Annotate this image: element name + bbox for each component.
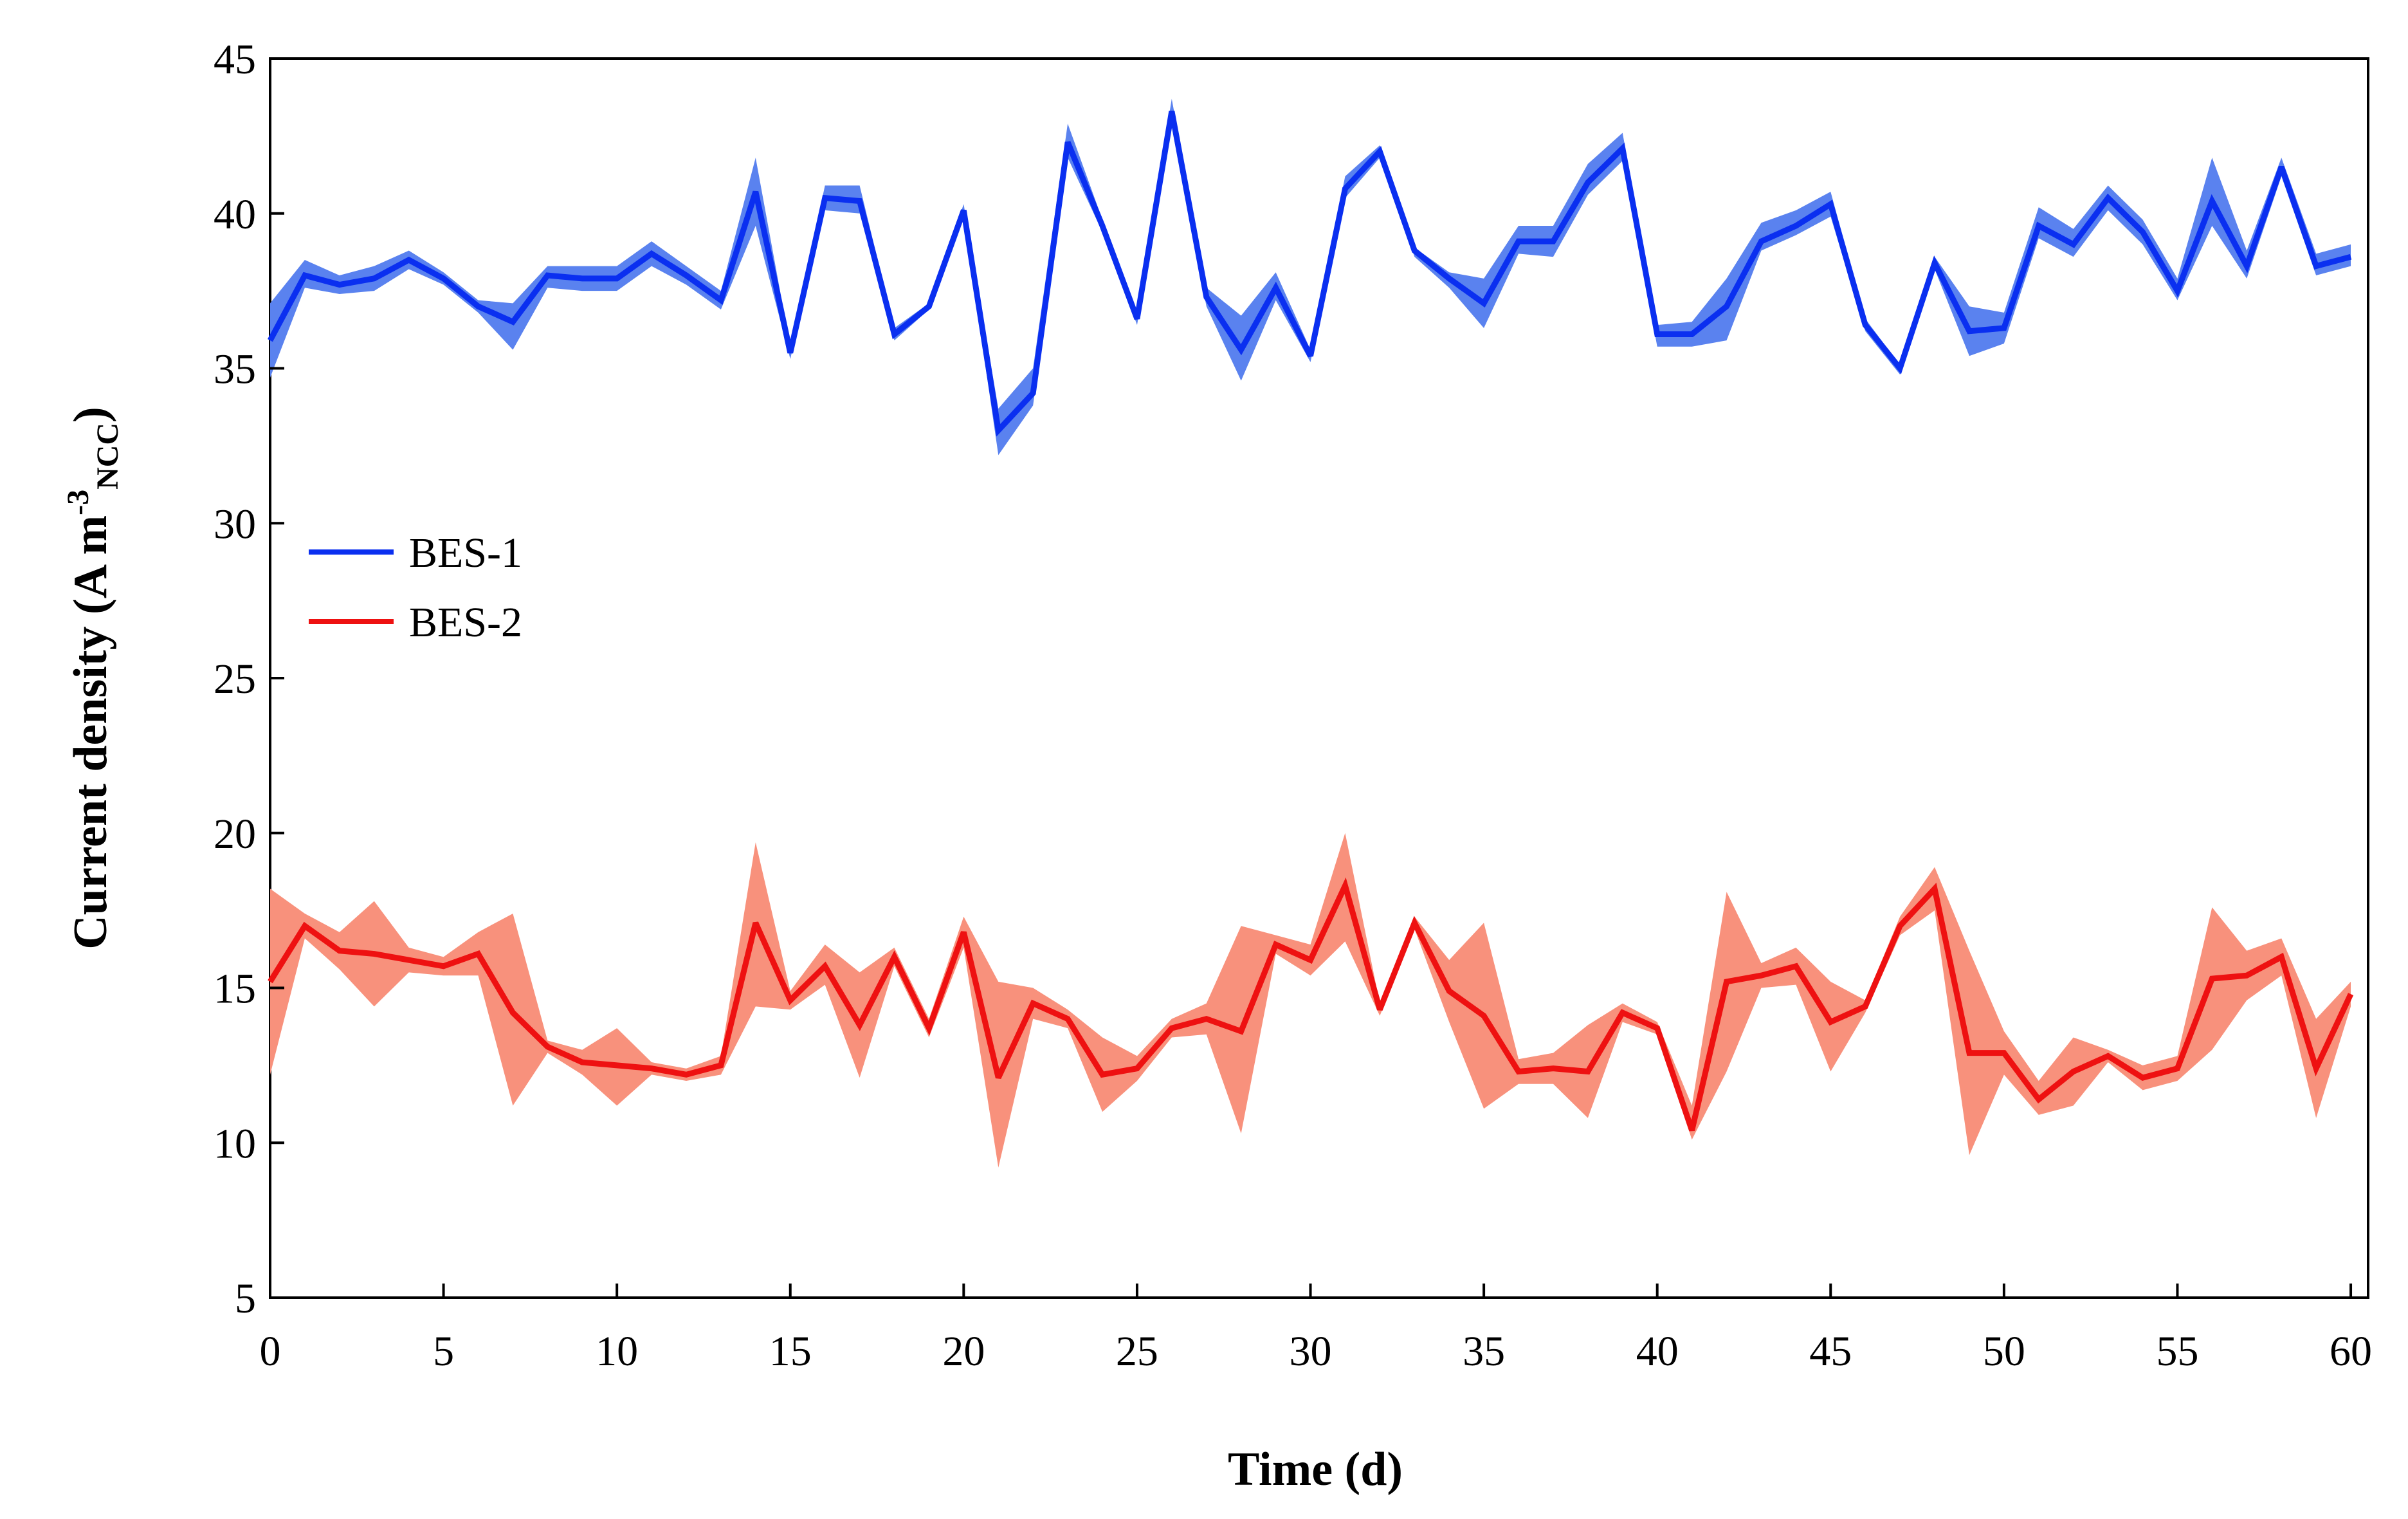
- x-tick-label: 60: [2330, 1328, 2372, 1375]
- y-tick-label: 15: [214, 966, 256, 1013]
- y-tick-label: 10: [214, 1120, 256, 1167]
- line-bes-1: [268, 111, 2352, 437]
- y-tick-label: 5: [235, 1275, 256, 1322]
- x-tick-label: 30: [1290, 1328, 1332, 1375]
- x-tick-label: 10: [596, 1328, 638, 1375]
- x-tick-label: 45: [1809, 1328, 1852, 1375]
- x-tick-label: 40: [1636, 1328, 1679, 1375]
- x-tick-label: 25: [1116, 1328, 1158, 1375]
- y-tick-label: 25: [214, 656, 256, 703]
- legend-label-bes-2: BES-2: [409, 599, 522, 646]
- error-bands: [270, 98, 2351, 1168]
- y-axis-title-close: ): [64, 407, 117, 423]
- x-tick-label: 5: [433, 1328, 454, 1375]
- y-axis-title-sup: -3: [61, 490, 95, 515]
- x-tick-label: 55: [2156, 1328, 2198, 1375]
- x-tick-label: 35: [1463, 1328, 1505, 1375]
- legend: BES-1 BES-2: [309, 529, 522, 646]
- y-tick-label: 35: [214, 346, 256, 393]
- x-axis-ticks: 0 5 10 15 20 25 30 35 40 45 50 55 60: [260, 1284, 2372, 1375]
- legend-label-bes-1: BES-1: [409, 529, 522, 576]
- series-lines: [268, 111, 2354, 1132]
- y-axis-title-main: Current density (A m: [64, 515, 117, 950]
- x-tick-label: 15: [769, 1328, 812, 1375]
- x-axis-title: Time (d): [1228, 1443, 1403, 1496]
- x-tick-label: 20: [942, 1328, 985, 1375]
- plot-area: 0 5 10 15 20 25 30 35 40 45 50 55 60 510152025303540…: [214, 36, 2372, 1375]
- band-bes-2: [270, 833, 2351, 1168]
- line-bes-2: [268, 877, 2354, 1132]
- y-axis-title-sub: NCC: [91, 423, 125, 490]
- y-axis-ticks: 5 10 15 20 25 30 35 40 45: [214, 36, 284, 1322]
- y-tick-label: 45: [214, 36, 256, 83]
- y-tick-label: 40: [214, 191, 256, 238]
- x-tick-label: 0: [260, 1328, 281, 1375]
- y-tick-label: 20: [214, 811, 256, 858]
- x-tick-label: 50: [1983, 1328, 2025, 1375]
- y-axis-title: Current density (A m-3NCC): [61, 407, 125, 950]
- y-tick-label: 30: [214, 501, 256, 548]
